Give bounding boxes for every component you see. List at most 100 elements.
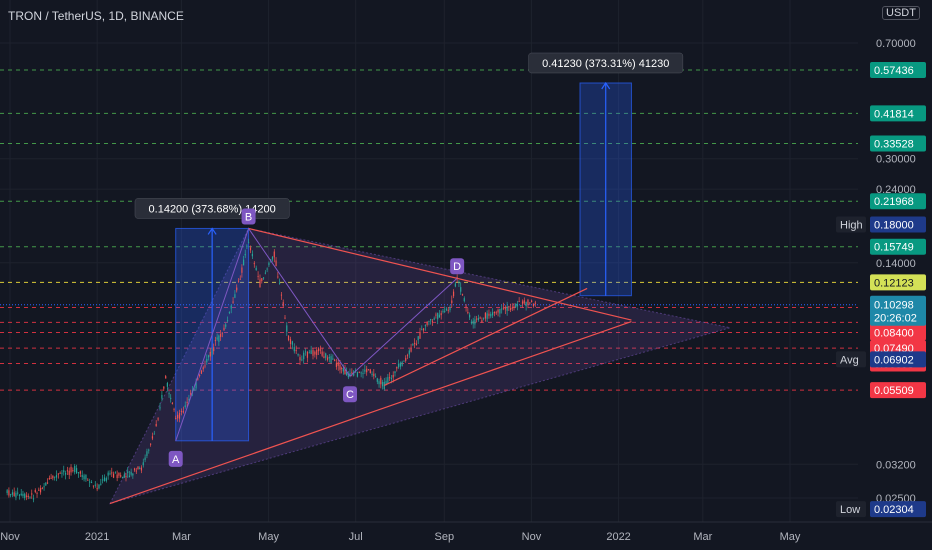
candle-body (123, 474, 125, 478)
measure-arrowhead (207, 227, 217, 235)
candle-body (474, 319, 476, 325)
level-price-label-bg (870, 105, 926, 122)
candle-body (161, 395, 163, 399)
candle-body (369, 369, 371, 374)
candle-body (8, 490, 10, 496)
candle-body (491, 312, 494, 316)
candle-body (25, 495, 28, 497)
candle-body (330, 356, 332, 363)
candle-body (515, 303, 517, 308)
candle-body (373, 373, 375, 377)
candle-body (118, 472, 120, 476)
candle-body (527, 299, 529, 306)
candle-body (213, 347, 215, 352)
pattern-point-label: A (172, 454, 180, 466)
candle-body (109, 473, 111, 475)
candle-body (483, 317, 485, 319)
candle-body (54, 476, 56, 478)
price-axis-tick: 0.24000 (876, 184, 916, 196)
candle-body (367, 369, 370, 371)
candle-body (273, 251, 275, 258)
grid (0, 0, 858, 522)
candle-body (57, 473, 59, 475)
candle-body (216, 337, 218, 340)
candle-body (24, 493, 26, 499)
time-axis-tick: Sep (434, 531, 454, 543)
candle-body (59, 472, 61, 474)
level-price-label: 0.08400 (874, 328, 914, 340)
stat-value: 0.02304 (874, 504, 914, 516)
candle-body (346, 372, 348, 375)
candle-body (344, 368, 346, 375)
candle-body (458, 282, 460, 284)
candle-body (493, 312, 496, 314)
candle-body (291, 341, 293, 345)
candle-body (125, 476, 127, 478)
candle-body (465, 305, 467, 307)
level-price-label-bg (870, 135, 926, 152)
price-axis-tick: 0.70000 (876, 38, 916, 50)
candle-body (437, 312, 439, 320)
candle-body (362, 373, 364, 375)
candle-body (66, 470, 69, 472)
candle-body (472, 320, 474, 324)
candle-body (341, 367, 343, 370)
current-price-value: 0.10298 (874, 300, 914, 312)
candle-body (89, 481, 91, 483)
candle-body (317, 348, 320, 352)
candle-body (81, 474, 83, 477)
candle-body (442, 310, 444, 312)
candle-body (304, 351, 307, 353)
candle-body (98, 484, 100, 489)
candle-body (159, 407, 161, 409)
candle-body (18, 494, 21, 496)
candle-body (463, 298, 465, 302)
candle-body (261, 278, 263, 282)
candle-body (253, 263, 255, 265)
candle-body (255, 267, 257, 271)
candle-body (280, 294, 283, 296)
currency-button[interactable]: USDT (882, 6, 920, 20)
candle-body (202, 367, 204, 370)
candle-body (79, 471, 81, 474)
triangle-pattern (109, 227, 731, 505)
candle-body (419, 332, 421, 339)
pattern-point-marker (343, 386, 357, 403)
candle-body (469, 314, 471, 318)
candle-body (102, 479, 104, 481)
candle-body (509, 308, 512, 310)
candles (6, 238, 536, 503)
candle-body (438, 314, 441, 318)
candle-body (481, 320, 483, 323)
candle-body (421, 329, 423, 331)
candle-body (195, 380, 197, 389)
level-price-label: 0.05509 (874, 385, 914, 397)
candle-body (506, 306, 508, 311)
candle-body (316, 349, 318, 356)
candle-body (246, 245, 248, 247)
candle-body (153, 433, 155, 435)
candle-body (166, 383, 168, 387)
candle-body (27, 495, 29, 497)
candle-body (247, 242, 250, 244)
candle-body (168, 393, 170, 395)
candle-body (32, 498, 35, 500)
candle-body (403, 360, 405, 362)
candle-body (234, 294, 236, 298)
abcd-pattern-line (175, 227, 458, 441)
candle-body (100, 483, 102, 485)
candle-body (390, 377, 393, 379)
candle-body (148, 449, 150, 451)
candle-body (199, 375, 201, 377)
candle-body (10, 494, 12, 496)
candle-body (310, 350, 312, 354)
stat-value: 0.06902 (874, 354, 914, 366)
candle-body (132, 473, 134, 476)
candle-body (511, 307, 513, 309)
candle-body (139, 467, 141, 469)
candle-body (264, 272, 266, 274)
candle-body (72, 470, 74, 472)
time-axis-tick: May (780, 531, 801, 543)
